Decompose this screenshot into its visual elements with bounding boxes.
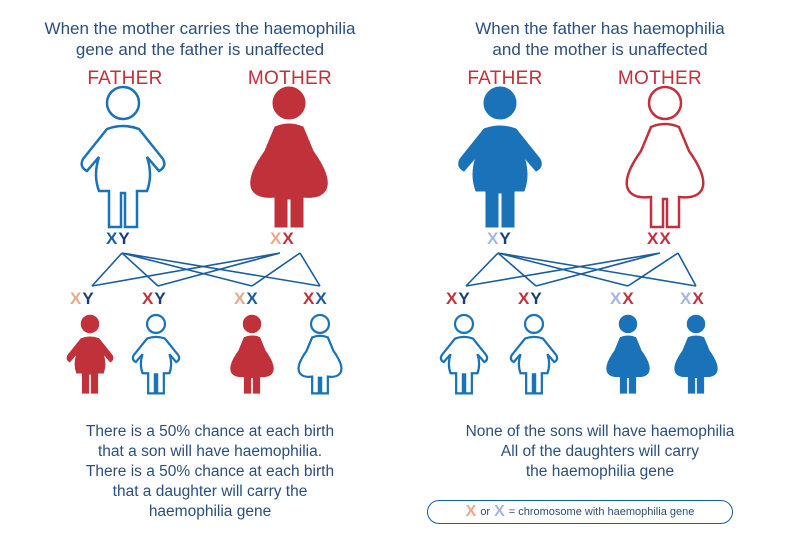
chromosome-y: Y bbox=[499, 229, 512, 248]
right-son-unaffected-figure bbox=[439, 313, 489, 395]
left-child2-chromosomes: XY bbox=[142, 289, 167, 309]
chromosome-x-carrier: X bbox=[270, 229, 283, 248]
chromosome-y: Y bbox=[82, 289, 95, 308]
left-son-affected-figure bbox=[66, 314, 114, 394]
left-text-line: that a daughter will carry the bbox=[112, 483, 308, 500]
chromosome-x: X bbox=[647, 229, 660, 248]
left-text-line: that a son will have haemophilia. bbox=[97, 443, 323, 460]
chromosome-x: X bbox=[692, 289, 705, 308]
right-child3-chromosomes: XX bbox=[610, 289, 635, 309]
right-heading-line2: and the mother is unaffected bbox=[492, 40, 708, 59]
left-text-line: haemophilia gene bbox=[148, 503, 272, 520]
chromosome-x: X bbox=[622, 289, 635, 308]
chromosome-x: X bbox=[303, 289, 316, 308]
chromosome-x: X bbox=[142, 289, 155, 308]
chromosome-y: Y bbox=[118, 229, 131, 248]
right-child1-chromosomes: XY bbox=[446, 289, 471, 309]
legend-x-light-blue: X bbox=[494, 503, 505, 520]
left-mother-label: MOTHER bbox=[247, 68, 333, 89]
right-mother-figure bbox=[625, 85, 705, 229]
right-text-line: the haemophilia gene bbox=[525, 463, 675, 480]
left-child4-chromosomes: XX bbox=[303, 289, 328, 309]
legend-or: or bbox=[480, 506, 491, 518]
left-heading-line2: gene and the father is unaffected bbox=[75, 40, 325, 59]
legend-x-salmon: X bbox=[465, 503, 477, 520]
right-son-unaffected-figure bbox=[509, 313, 559, 395]
right-heading: When the father has haemophilia and the … bbox=[400, 18, 800, 60]
left-son-unaffected-figure bbox=[131, 313, 181, 395]
left-heading-line1: When the mother carries the haemophilia bbox=[44, 19, 356, 38]
left-father-chromosomes: XY bbox=[106, 229, 131, 249]
left-child1-chromosomes: XY bbox=[70, 289, 95, 309]
chromosome-x-carrier: X bbox=[234, 289, 247, 308]
chromosome-x-carrier: X bbox=[487, 229, 500, 248]
right-child2-chromosomes: XY bbox=[518, 289, 543, 309]
legend-text: = chromosome with haemophilia gene bbox=[508, 506, 695, 518]
left-text-line: There is a 50% chance at each birth bbox=[85, 423, 335, 440]
right-text-line: All of the daughters will carry bbox=[500, 443, 700, 460]
left-connection-lines bbox=[91, 252, 321, 287]
right-explanation: None of the sons will have haemophilia A… bbox=[400, 422, 800, 482]
right-daughter-carrier-figure bbox=[606, 314, 650, 394]
left-father-figure bbox=[80, 85, 166, 229]
left-father-label: FATHER bbox=[87, 68, 163, 89]
legend: X or X = chromosome with haemophilia gen… bbox=[427, 500, 733, 524]
chromosome-x-carrier: X bbox=[70, 289, 83, 308]
left-mother-chromosomes: XX bbox=[270, 229, 295, 249]
left-mother-figure bbox=[250, 86, 328, 228]
right-text-line: None of the sons will have haemophilia bbox=[465, 423, 735, 440]
chromosome-x: X bbox=[106, 229, 119, 248]
left-daughter-carrier-figure bbox=[230, 314, 274, 394]
chromosome-y: Y bbox=[458, 289, 471, 308]
right-heading-line1: When the father has haemophilia bbox=[475, 19, 725, 38]
chromosome-x: X bbox=[659, 229, 672, 248]
right-father-chromosomes: XY bbox=[487, 229, 512, 249]
chromosome-x: X bbox=[246, 289, 259, 308]
left-daughter-unaffected-figure bbox=[297, 313, 343, 395]
right-mother-label: MOTHER bbox=[617, 68, 703, 89]
right-connection-lines bbox=[465, 252, 697, 287]
left-text-line: There is a 50% chance at each birth bbox=[85, 463, 335, 480]
right-mother-chromosomes: XX bbox=[647, 229, 672, 249]
left-heading: When the mother carries the haemophilia … bbox=[0, 18, 400, 60]
right-father-figure bbox=[458, 86, 542, 228]
chromosome-x: X bbox=[518, 289, 531, 308]
chromosome-y: Y bbox=[154, 289, 167, 308]
chromosome-x-carrier: X bbox=[680, 289, 693, 308]
chromosome-x: X bbox=[446, 289, 459, 308]
right-child4-chromosomes: XX bbox=[680, 289, 705, 309]
chromosome-y: Y bbox=[530, 289, 543, 308]
chromosome-x: X bbox=[282, 229, 295, 248]
left-child3-chromosomes: XX bbox=[234, 289, 259, 309]
right-father-label: FATHER bbox=[467, 68, 543, 89]
left-explanation: There is a 50% chance at each birth that… bbox=[20, 422, 400, 522]
right-daughter-carrier-figure bbox=[674, 314, 718, 394]
chromosome-x: X bbox=[315, 289, 328, 308]
chromosome-x-carrier: X bbox=[610, 289, 623, 308]
